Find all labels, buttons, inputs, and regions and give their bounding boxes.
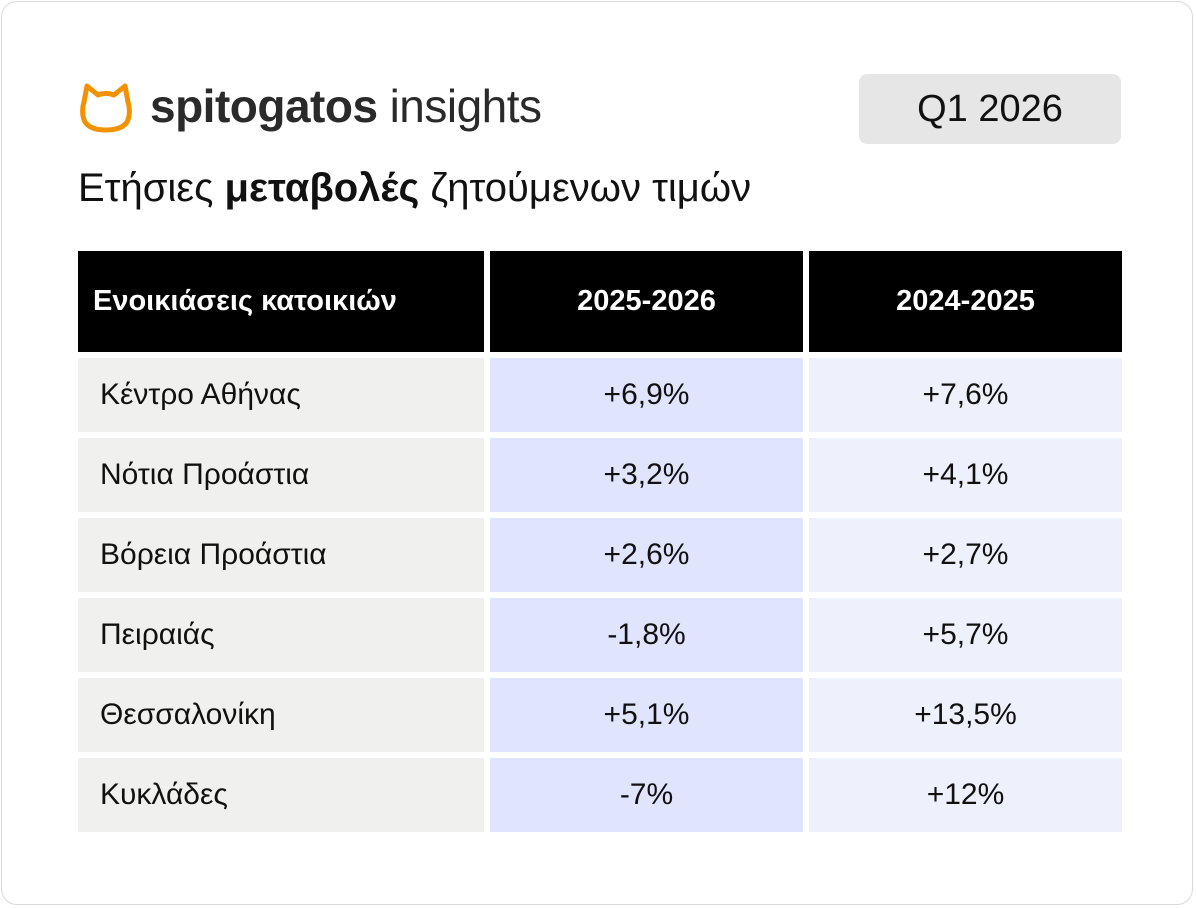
title-bold: μεταβολές xyxy=(224,166,420,210)
row-change-2025-2026: -1,8% xyxy=(490,598,803,672)
page-title: Ετήσιες μεταβολές ζητούμενων τιμών xyxy=(78,166,751,211)
header: spitogatos insights Q1 2026 xyxy=(78,74,1121,146)
row-change-2025-2026: +6,9% xyxy=(490,358,803,432)
brand-suffix: insights xyxy=(389,80,542,132)
period-badge: Q1 2026 xyxy=(859,74,1121,144)
brand-logo: spitogatos insights xyxy=(78,78,542,134)
row-region: Πειραιάς xyxy=(78,598,484,672)
row-change-2024-2025: +2,7% xyxy=(809,518,1122,592)
row-change-2024-2025: +5,7% xyxy=(809,598,1122,672)
header-region: Ενοικιάσεις κατοικιών xyxy=(78,251,484,352)
title-part2: ζητούμενων τιμών xyxy=(419,166,752,210)
brand-name: spitogatos xyxy=(150,80,378,132)
row-change-2025-2026: +3,2% xyxy=(490,438,803,512)
row-change-2024-2025: +13,5% xyxy=(809,678,1122,752)
row-change-2024-2025: +7,6% xyxy=(809,358,1122,432)
price-change-table: Ενοικιάσεις κατοικιών 2025-2026 2024-202… xyxy=(78,251,1122,832)
row-region: Κυκλάδες xyxy=(78,758,484,832)
header-2025-2026: 2025-2026 xyxy=(490,251,803,352)
row-change-2025-2026: +5,1% xyxy=(490,678,803,752)
row-region: Νότια Προάστια xyxy=(78,438,484,512)
row-region: Θεσσαλονίκη xyxy=(78,678,484,752)
row-change-2025-2026: +2,6% xyxy=(490,518,803,592)
cat-icon xyxy=(80,83,132,133)
row-change-2025-2026: -7% xyxy=(490,758,803,832)
row-change-2024-2025: +4,1% xyxy=(809,438,1122,512)
row-region: Κέντρο Αθήνας xyxy=(78,358,484,432)
header-2024-2025: 2024-2025 xyxy=(809,251,1122,352)
title-part1: Ετήσιες xyxy=(78,166,225,210)
row-region: Βόρεια Προάστια xyxy=(78,518,484,592)
row-change-2024-2025: +12% xyxy=(809,758,1122,832)
